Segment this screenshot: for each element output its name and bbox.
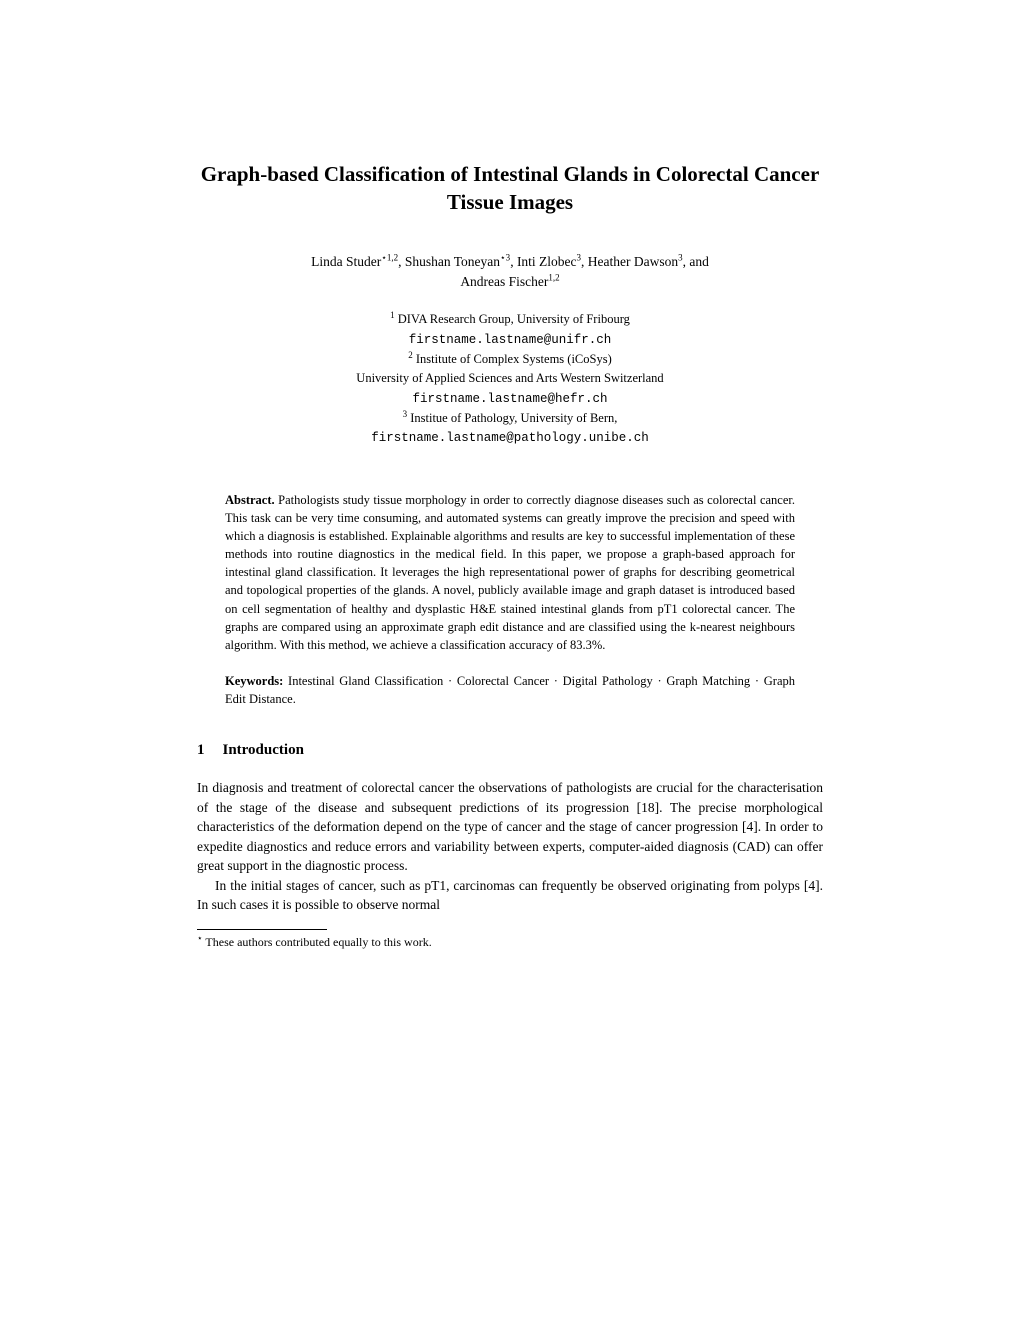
footnote-separator (197, 929, 327, 930)
author-affiliation-marker: ⋆1,2 (381, 252, 398, 262)
paragraph: In the initial stages of cancer, such as… (197, 876, 823, 915)
abstract-block: Abstract. Pathologists study tissue morp… (225, 491, 795, 654)
author-and-text: , and (683, 254, 709, 269)
affiliation-text: Institue of Pathology, University of Ber… (407, 411, 617, 425)
affiliations-block: 1 DIVA Research Group, University of Fri… (197, 310, 823, 449)
introduction-body: In diagnosis and treatment of colorectal… (197, 778, 823, 915)
affiliation-text: DIVA Research Group, University of Fribo… (395, 312, 630, 326)
keywords-text: Intestinal Gland Classification · Colore… (225, 674, 795, 706)
author-affiliation-marker: ⋆3 (500, 252, 510, 262)
section-number: 1 (197, 742, 205, 758)
author-name: , Inti Zlobec (510, 254, 576, 269)
author-name: , Shushan Toneyan (398, 254, 500, 269)
section-title: Introduction (223, 742, 304, 758)
author-name: Andreas Fischer (460, 274, 548, 289)
authors-block: Linda Studer⋆1,2, Shushan Toneyan⋆3, Int… (197, 252, 823, 293)
affiliation-text: Institute of Complex Systems (iCoSys) (413, 352, 612, 366)
affiliation-text: University of Applied Sciences and Arts … (356, 371, 663, 385)
affiliation-email: firstname.lastname@unifr.ch (409, 333, 612, 347)
footnote: ⋆ These authors contributed equally to t… (197, 934, 823, 951)
affiliation-email: firstname.lastname@pathology.unibe.ch (371, 431, 649, 445)
keywords-label: Keywords: (225, 674, 288, 688)
affiliation-email: firstname.lastname@hefr.ch (412, 392, 607, 406)
keywords-block: Keywords: Intestinal Gland Classificatio… (225, 672, 795, 708)
author-name: Linda Studer (311, 254, 381, 269)
paper-title: Graph-based Classification of Intestinal… (197, 160, 823, 217)
footnote-text: These authors contributed equally to thi… (203, 935, 432, 949)
paragraph: In diagnosis and treatment of colorectal… (197, 778, 823, 876)
author-affiliation-marker: 1,2 (548, 272, 559, 282)
author-name: , Heather Dawson (581, 254, 678, 269)
abstract-text: Pathologists study tissue morphology in … (225, 493, 795, 652)
section-heading: 1 Introduction (197, 740, 823, 762)
abstract-label: Abstract. (225, 493, 278, 507)
